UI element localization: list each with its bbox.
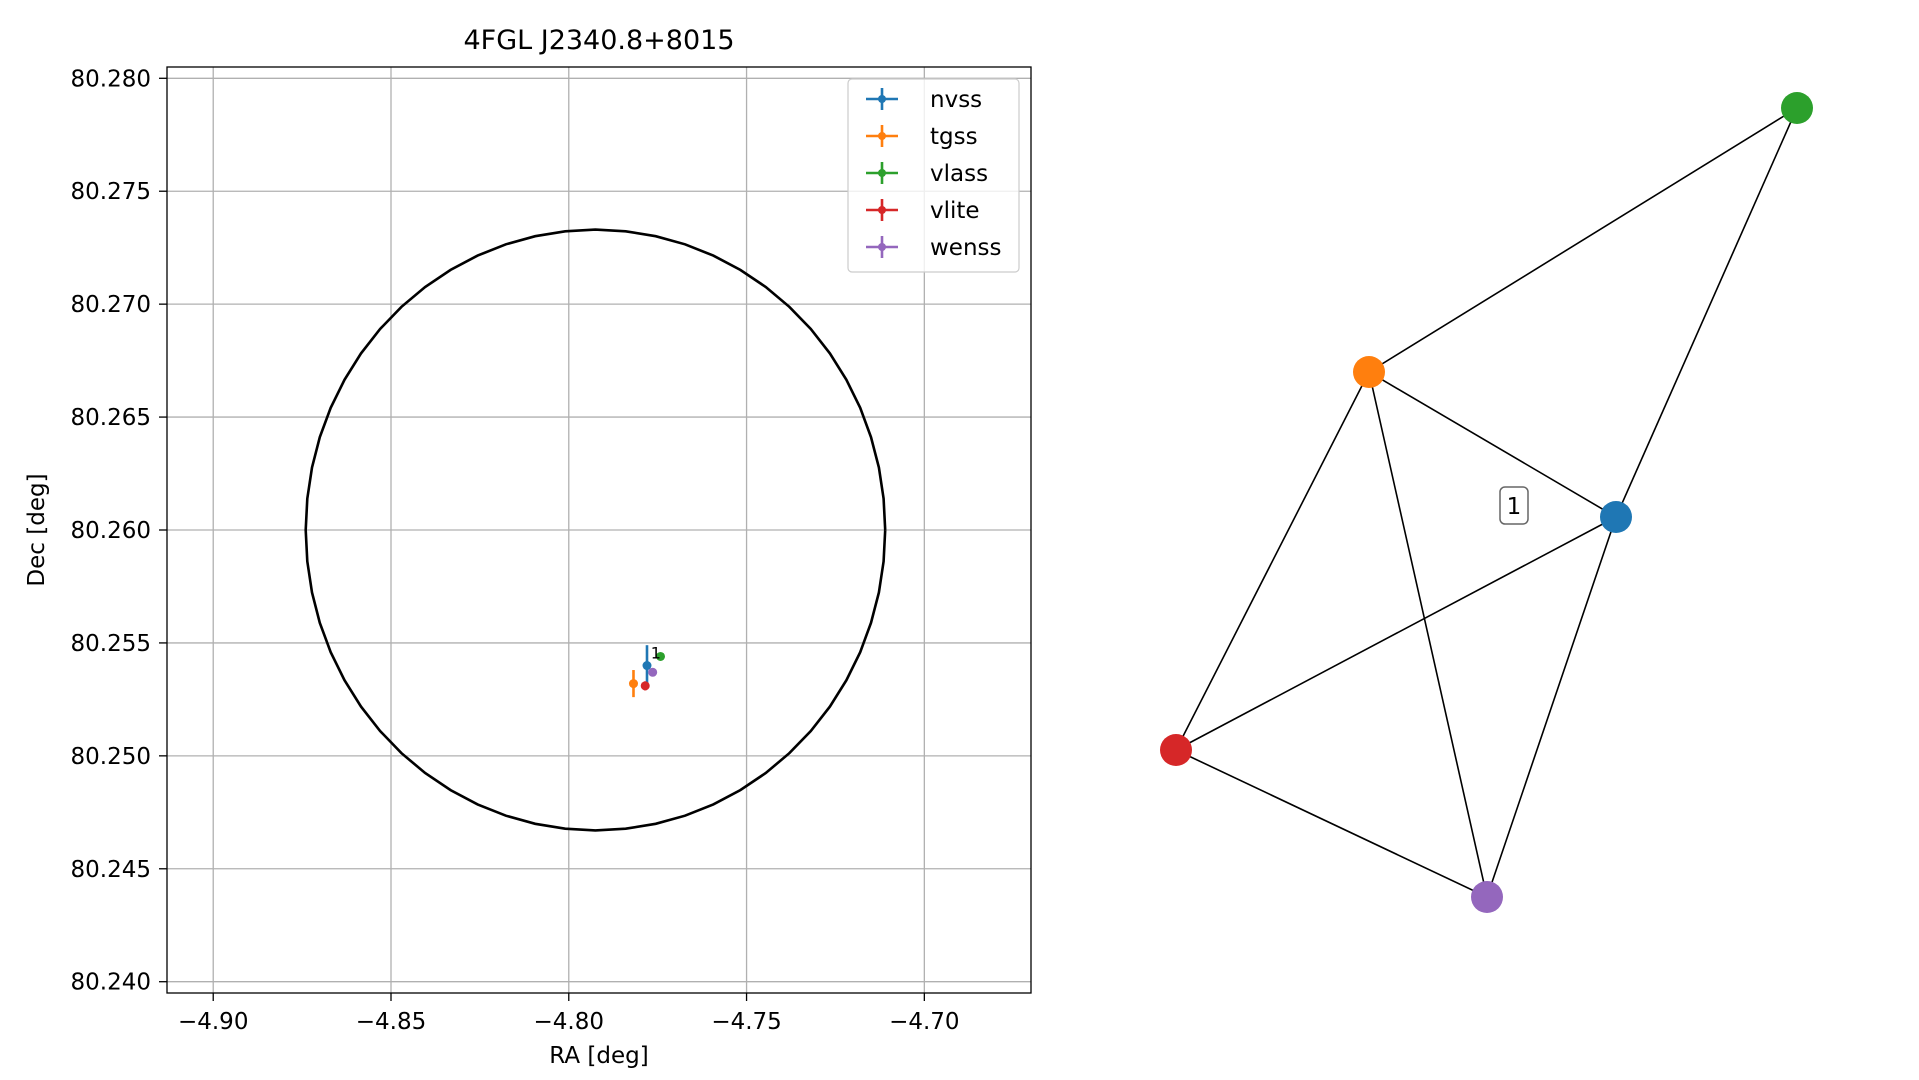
graph-panel: 1	[1160, 92, 1813, 913]
x-tick-label: −4.85	[356, 1009, 426, 1035]
cluster-label: 1	[1499, 486, 1529, 525]
point-marker	[628, 679, 638, 689]
y-tick-label: 80.250	[71, 744, 151, 770]
graph-node-vlass	[1781, 92, 1813, 124]
legend-item-vlite: vlite	[866, 198, 980, 224]
x-tick-label: −4.90	[178, 1009, 248, 1035]
graph-nodes	[1160, 92, 1813, 913]
y-axis-label: Dec [deg]	[24, 473, 50, 586]
x-tick-label: −4.75	[711, 1009, 781, 1035]
legend: nvss tgss vlass vlite wenss	[847, 78, 1020, 273]
legend-label: vlite	[930, 198, 980, 224]
legend-item-wenss: wenss	[866, 235, 1002, 261]
y-tick-label: 80.275	[71, 179, 151, 205]
point-marker	[656, 651, 666, 661]
x-axis-ticks: −4.90 −4.85 −4.80 −4.75 −4.70	[178, 993, 960, 1035]
legend-swatch-marker	[878, 95, 886, 103]
graph-edge	[1486, 516, 1617, 898]
cluster-label-text: 1	[1507, 494, 1522, 520]
legend-label: vlass	[930, 161, 988, 187]
point-annotation: 1	[651, 643, 661, 662]
x-axis-label: RA [deg]	[549, 1043, 648, 1069]
graph-edge	[1175, 749, 1488, 898]
point-marker	[642, 661, 652, 671]
legend-swatch-marker	[878, 206, 886, 214]
data-point-wenss	[648, 667, 658, 677]
error-ellipse-layer	[304, 228, 887, 832]
chart-title: 4FGL J2340.8+8015	[463, 25, 734, 56]
grid-lines	[167, 67, 1031, 993]
y-tick-label: 80.255	[71, 631, 151, 657]
point-marker	[640, 681, 650, 691]
graph-node-vlite	[1160, 734, 1192, 766]
legend-item-nvss: nvss	[866, 87, 982, 113]
legend-swatch-marker	[878, 169, 886, 177]
data-point-nvss	[642, 645, 652, 686]
graph-node-tgss	[1353, 356, 1385, 388]
y-tick-label: 80.240	[71, 970, 151, 996]
legend-item-vlass: vlass	[866, 161, 988, 187]
y-tick-label: 80.280	[71, 66, 151, 92]
y-tick-label: 80.270	[71, 292, 151, 318]
data-points-layer	[628, 645, 666, 698]
legend-label: nvss	[930, 87, 982, 113]
point-marker	[648, 667, 658, 677]
sky-map-panel: 1 −4.90 −4.85 −4.80 −4.75 −4.70 80.240 80.245…	[24, 25, 1032, 1069]
y-tick-label: 80.265	[71, 405, 151, 431]
legend-item-tgss: tgss	[866, 124, 978, 150]
data-point-vlass	[656, 651, 666, 661]
legend-swatch-marker	[878, 132, 886, 140]
y-tick-label: 80.260	[71, 518, 151, 544]
graph-edge	[1368, 371, 1617, 518]
x-tick-label: −4.70	[889, 1009, 959, 1035]
legend-label: tgss	[930, 124, 978, 150]
legend-box	[847, 78, 1020, 273]
error-ellipse	[304, 228, 887, 832]
graph-edge	[1175, 371, 1370, 751]
y-axis-ticks: 80.240 80.245 80.250 80.255 80.260 80.265 80.2…	[71, 66, 167, 996]
graph-edges	[1175, 107, 1798, 898]
cluster-label-box	[1499, 486, 1529, 525]
legend-swatch-marker	[878, 243, 886, 251]
graph-node-nvss	[1600, 501, 1632, 533]
x-tick-label: −4.80	[534, 1009, 604, 1035]
data-point-tgss	[628, 670, 638, 698]
y-tick-label: 80.245	[71, 857, 151, 883]
graph-edge	[1615, 107, 1798, 518]
data-point-vlite	[640, 681, 650, 691]
graph-node-wenss	[1471, 881, 1503, 913]
graph-edge	[1368, 371, 1488, 898]
graph-edge	[1368, 107, 1798, 373]
annotation-layer: 1	[651, 643, 661, 662]
legend-label: wenss	[930, 235, 1002, 261]
graph-edge	[1175, 516, 1617, 751]
